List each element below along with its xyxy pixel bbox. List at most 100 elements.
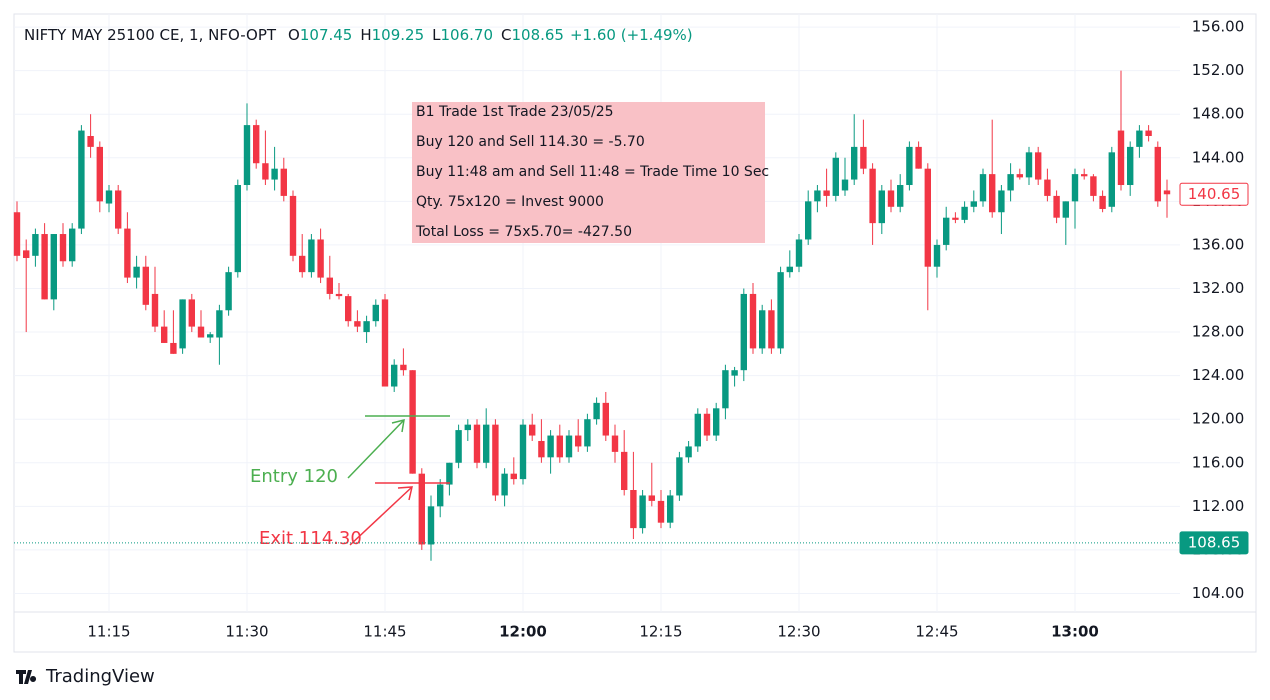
legend-change: +1.60 (+1.49%) [570, 26, 693, 44]
x-tick-label: 11:15 [87, 623, 130, 641]
y-tick-label: 112.00 [1192, 497, 1245, 515]
candle-body [501, 473, 508, 496]
candle-body [492, 424, 499, 496]
x-tick-label: 13:00 [1051, 623, 1099, 641]
candle-body [1071, 174, 1079, 202]
candle-body [565, 435, 573, 458]
candle-body [657, 500, 665, 523]
candle-body [685, 446, 692, 458]
candle-body [59, 234, 67, 262]
entry-arrow [347, 419, 405, 479]
candle-body [381, 299, 389, 387]
candle-body [345, 296, 352, 322]
candle-body [529, 424, 536, 436]
candle-body [78, 130, 85, 229]
candle-body [584, 419, 591, 447]
candle-body [676, 457, 683, 496]
candle-body [179, 299, 186, 349]
candle-body [814, 190, 821, 202]
candle-body [621, 451, 628, 491]
candle-body [1154, 146, 1161, 202]
candle-body [851, 146, 858, 180]
candle-body [924, 168, 931, 267]
candle-body [749, 293, 757, 349]
grid [14, 14, 1180, 612]
candle-body [611, 435, 619, 452]
candle-body [667, 495, 674, 523]
candle-body [409, 370, 416, 474]
candle-body [1007, 174, 1014, 191]
legend: NIFTY MAY 25100 CE, 1, NFO-OPT O107.45 H10… [24, 26, 693, 44]
candles [13, 70, 1171, 561]
x-tick-label: 12:30 [777, 623, 820, 641]
candle-body [427, 506, 435, 545]
candle-body [897, 185, 904, 207]
candle-body [455, 430, 462, 463]
candle-body [170, 342, 177, 354]
legend-key: C [501, 26, 511, 44]
candle-body [142, 266, 149, 305]
candle-body [1044, 179, 1051, 196]
y-tick-label: 144.00 [1192, 148, 1245, 166]
candle-body [943, 217, 950, 245]
candle-body [878, 190, 885, 224]
candle-body [510, 473, 517, 480]
price-label-box [1179, 531, 1249, 555]
candle-body [115, 190, 122, 229]
x-tick-label: 12:15 [639, 623, 682, 641]
candle-body [1016, 174, 1023, 178]
candle-body [602, 402, 609, 436]
candle-body [593, 402, 600, 420]
candle-body [207, 334, 214, 338]
candle-body [860, 146, 867, 169]
y-tick-label: 152.00 [1192, 61, 1245, 79]
candle-body [23, 250, 30, 258]
candle-body [841, 179, 849, 191]
candle-body [575, 435, 582, 447]
candle-body [464, 424, 471, 431]
note-line: Total Loss = 75x5.70= -427.50 [415, 224, 632, 240]
candle-body [446, 462, 453, 485]
candle-body [299, 255, 306, 273]
candle-body [1035, 152, 1042, 180]
candle-body [998, 190, 1005, 213]
candle-body [391, 364, 398, 387]
candle-body [326, 277, 333, 294]
candle-body [161, 326, 168, 343]
exit-label: Exit 114.30 [259, 528, 362, 549]
candle-body [188, 299, 195, 327]
y-tick-label: 104.00 [1192, 584, 1245, 602]
candle-body [1062, 201, 1069, 218]
candle-body [317, 239, 324, 278]
candle-body [289, 195, 297, 256]
candle-body [648, 495, 655, 501]
candle-body [722, 370, 729, 409]
price-label: 140.65 [1188, 185, 1241, 203]
candle-body [795, 239, 803, 267]
candle-body [197, 326, 205, 338]
candle-body [805, 201, 812, 240]
candle-body [887, 190, 895, 207]
candle-body [87, 135, 94, 147]
candle-body [1099, 195, 1106, 209]
note-box [412, 102, 765, 243]
candle-body [418, 473, 425, 545]
candle-body [759, 310, 766, 349]
candle-body [786, 266, 793, 273]
candle-body [952, 217, 959, 220]
candle-body [630, 490, 637, 529]
x-tick-label: 11:45 [363, 623, 406, 641]
y-tick-label: 120.00 [1192, 410, 1245, 428]
candle-body [731, 370, 738, 376]
note-line: Qty. 75x120 = Invest 9000 [416, 194, 604, 210]
candle-body [41, 234, 48, 300]
legend-key: L [432, 26, 441, 44]
y-tick-label: 136.00 [1192, 235, 1245, 253]
x-tick-label: 11:30 [225, 623, 268, 641]
branding: TradingView [16, 666, 155, 687]
candle-body [989, 174, 996, 213]
candle-body [483, 424, 490, 463]
candle-body [823, 190, 830, 196]
candle-body [253, 125, 260, 164]
legend-value: 109.25 [372, 26, 425, 44]
